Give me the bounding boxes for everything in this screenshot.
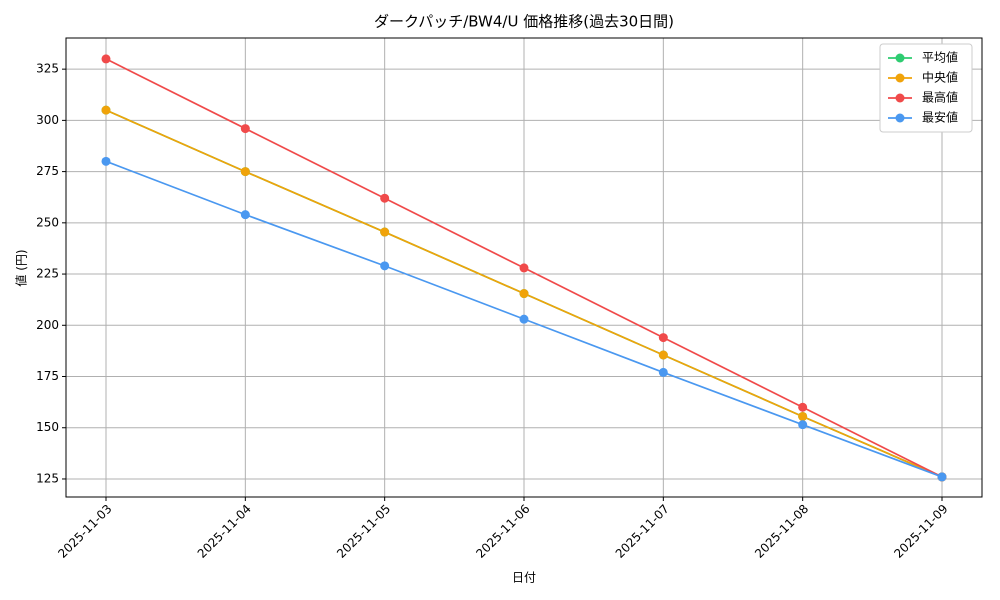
x-tick-label: 2025-11-08 (752, 502, 811, 561)
data-point (240, 167, 250, 177)
y-tick-label: 200 (36, 318, 59, 332)
legend-label: 最高値 (922, 90, 958, 105)
x-axis-label: 日付 (512, 571, 536, 585)
data-point (101, 105, 111, 115)
y-tick-label: 225 (36, 267, 59, 281)
data-point (798, 420, 808, 430)
data-point (798, 402, 808, 412)
plot-frame (65, 37, 983, 498)
data-point (380, 261, 390, 271)
chart-title: ダークパッチ/BW4/U 価格推移(過去30日間) (374, 13, 674, 31)
data-point (519, 263, 529, 273)
legend-marker (895, 113, 905, 123)
y-tick-label: 125 (36, 471, 59, 485)
x-tick-label: 2025-11-04 (195, 502, 254, 561)
legend-label: 最安値 (922, 110, 958, 125)
data-point (240, 124, 250, 134)
y-tick-label: 300 (36, 113, 59, 127)
x-tick-label: 2025-11-07 (613, 502, 672, 561)
y-tick-label: 175 (36, 369, 59, 383)
data-point (519, 289, 529, 299)
y-tick-label: 325 (36, 62, 59, 76)
legend-marker (895, 93, 905, 103)
data-point (240, 210, 250, 220)
legend-box (879, 43, 973, 133)
legend-marker (895, 53, 905, 63)
data-point (937, 472, 947, 482)
data-point (101, 156, 111, 166)
x-tick-label: 2025-11-05 (334, 502, 393, 561)
data-point (380, 227, 390, 237)
y-tick-label: 250 (36, 215, 59, 229)
data-point (519, 314, 529, 324)
y-tick-label: 275 (36, 164, 59, 178)
data-point (101, 54, 111, 64)
x-tick-label: 2025-11-09 (891, 502, 950, 561)
data-point (380, 193, 390, 203)
data-point (658, 367, 668, 377)
data-point (658, 350, 668, 360)
y-tick-label: 150 (36, 420, 59, 434)
y-axis-label: 値 (円) (14, 249, 29, 286)
x-tick-label: 2025-11-06 (473, 502, 532, 561)
legend-marker (895, 73, 905, 83)
data-point (798, 411, 808, 421)
legend-label: 平均値 (922, 50, 958, 65)
legend-label: 中央値 (922, 70, 958, 85)
x-tick-label: 2025-11-03 (55, 502, 114, 561)
data-point (658, 333, 668, 343)
